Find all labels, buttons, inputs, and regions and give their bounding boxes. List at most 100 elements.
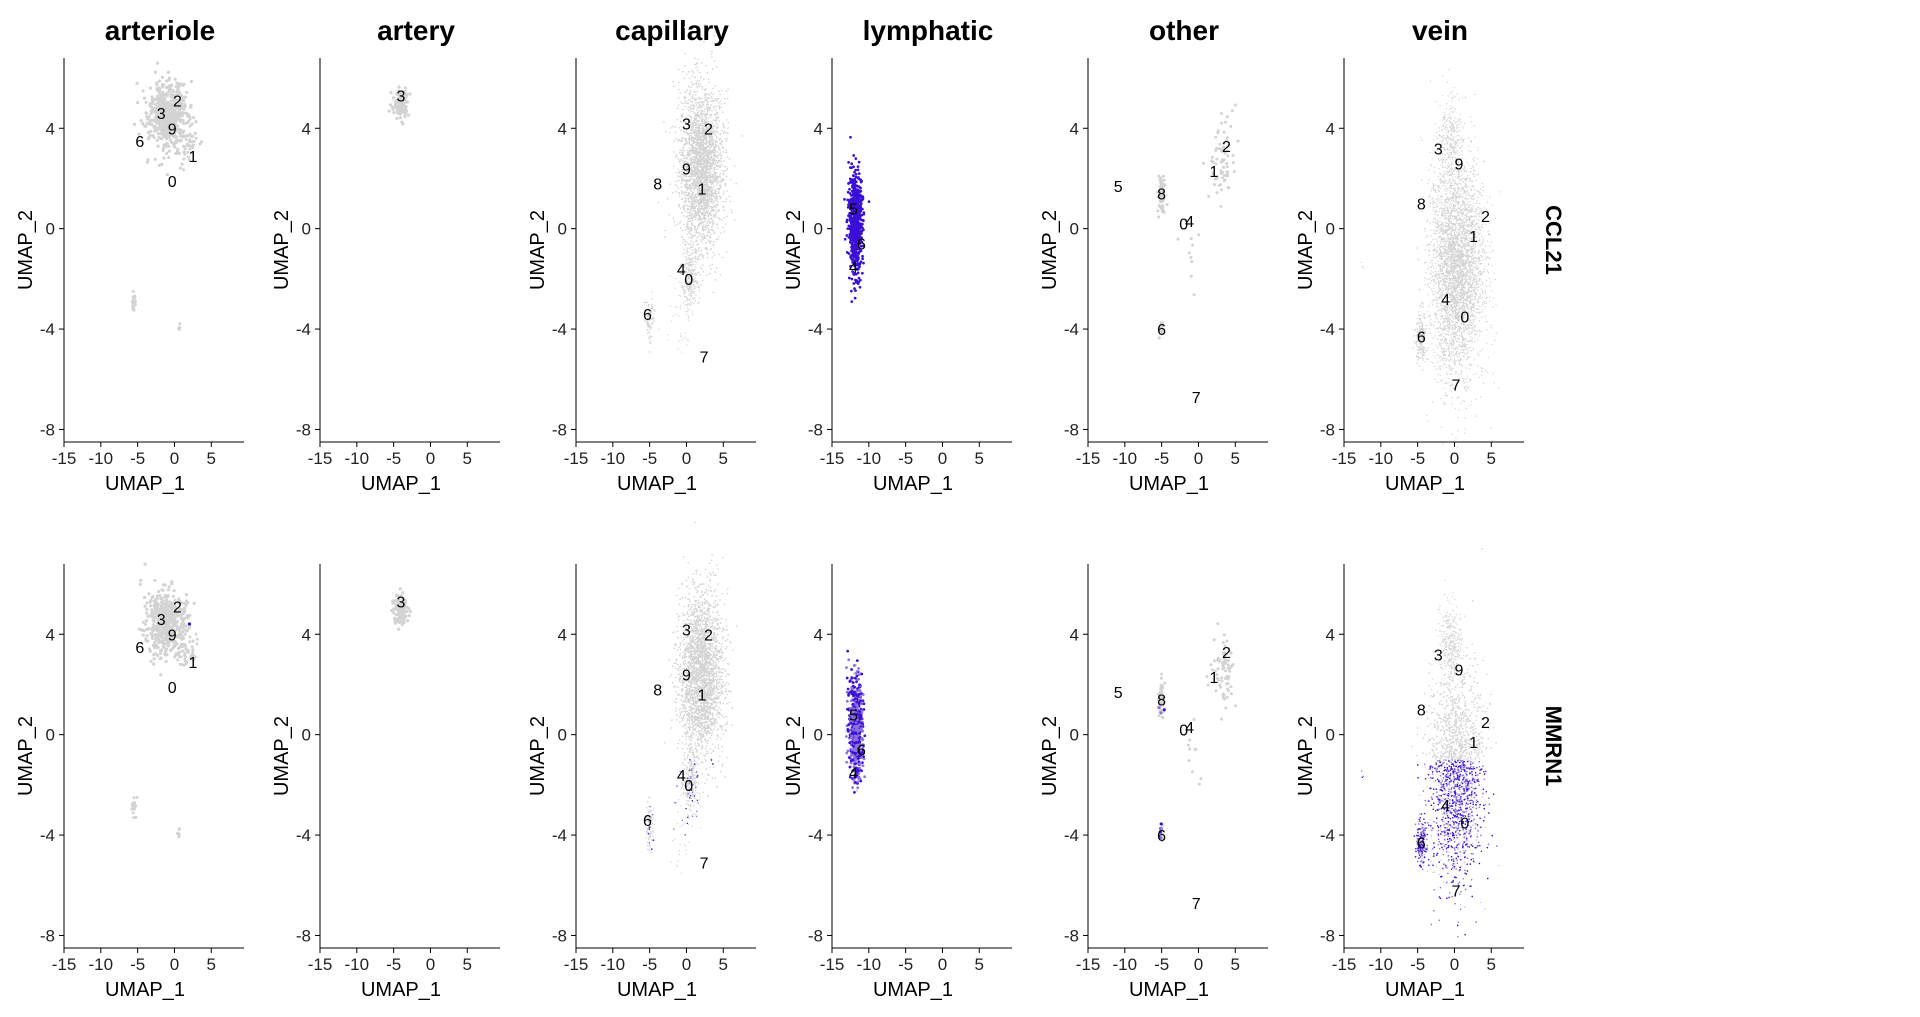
- cell-point: [698, 83, 700, 85]
- cell-point: [715, 238, 718, 241]
- cell-point: [704, 149, 707, 151]
- cell-point: [692, 215, 695, 217]
- cell-point: [680, 101, 682, 103]
- cell-point: [708, 229, 710, 232]
- cell-point: [1470, 336, 1472, 338]
- cell-point-expressed: [852, 192, 856, 196]
- cell-point: [697, 157, 699, 159]
- cell-point: [688, 137, 690, 139]
- cell-point: [727, 121, 730, 124]
- cell-point: [392, 111, 396, 115]
- cell-point: [685, 184, 687, 186]
- cell-point-expressed: [855, 227, 859, 230]
- cell-point-expressed: [852, 282, 856, 285]
- cell-point: [693, 279, 695, 281]
- cell-point: [692, 126, 694, 128]
- cell-point: [685, 303, 687, 306]
- cell-point: [1231, 154, 1235, 157]
- cell-point: [685, 296, 687, 298]
- cell-point: [725, 151, 727, 154]
- cluster-label-8: 8: [653, 177, 662, 194]
- cell-point: [678, 89, 680, 91]
- cell-point: [715, 267, 718, 269]
- cell-point: [718, 101, 720, 104]
- cell-point: [715, 159, 718, 162]
- cell-point: [669, 183, 671, 185]
- cell-point: [723, 97, 726, 100]
- cell-point: [677, 348, 679, 350]
- cell-point: [145, 160, 149, 164]
- cell-point: [686, 263, 688, 265]
- cell-point: [707, 220, 709, 222]
- cell-point-expressed: [860, 213, 864, 217]
- cell-point-expressed: [857, 217, 861, 220]
- cell-point: [683, 252, 686, 254]
- cell-point: [152, 135, 156, 139]
- cell-point: [707, 110, 709, 113]
- cell-point: [694, 132, 696, 135]
- cell-point: [718, 90, 720, 93]
- cell-point: [708, 189, 710, 191]
- cell-point: [148, 120, 152, 124]
- cell-point: [695, 216, 697, 218]
- cell-point-expressed: [847, 252, 851, 255]
- cell-point: [710, 146, 713, 148]
- cell-point: [691, 187, 694, 189]
- cell-point: [677, 104, 680, 106]
- cell-point: [705, 118, 707, 120]
- cell-point: [679, 149, 681, 152]
- cell-point: [719, 93, 721, 96]
- cell-point: [711, 182, 714, 185]
- cell-point: [694, 182, 696, 184]
- cell-point: [701, 112, 703, 115]
- cell-point: [686, 89, 688, 91]
- cell-point: [713, 171, 716, 173]
- cell-point: [679, 207, 682, 209]
- cell-point: [1471, 337, 1474, 340]
- cell-point: [700, 151, 703, 154]
- cell-point: [697, 284, 699, 286]
- cell-point: [687, 266, 689, 269]
- cell-point: [722, 200, 724, 203]
- cell-point: [697, 302, 699, 305]
- cell-point: [680, 351, 683, 353]
- cell-point: [685, 267, 688, 269]
- cell-point: [672, 191, 674, 194]
- cell-point: [696, 244, 698, 246]
- cell-point: [174, 106, 179, 110]
- cell-point: [715, 211, 718, 213]
- cell-point-expressed: [848, 192, 852, 195]
- cell-point: [173, 145, 177, 149]
- cell-point: [1165, 203, 1169, 207]
- cell-point: [673, 220, 676, 222]
- cell-point: [710, 156, 712, 158]
- cell-point: [150, 105, 154, 109]
- x-tick-label: -5: [898, 449, 913, 468]
- cell-point: [713, 105, 716, 107]
- cell-point: [688, 247, 691, 249]
- cell-point: [714, 214, 717, 217]
- cell-point: [709, 205, 712, 208]
- cell-point: [682, 215, 685, 217]
- cell-point: [722, 124, 725, 127]
- cluster-label-8: 8: [1157, 187, 1166, 204]
- cell-point: [713, 152, 716, 154]
- cell-point: [690, 81, 693, 84]
- cell-point: [695, 183, 697, 186]
- cell-point: [709, 211, 711, 214]
- cell-point: [712, 154, 715, 156]
- cell-point: [720, 157, 723, 160]
- cell-point: [719, 106, 721, 108]
- cell-point: [689, 264, 692, 266]
- cell-point: [707, 213, 710, 215]
- cell-point: [145, 115, 149, 119]
- cell-point: [708, 158, 711, 161]
- cell-point: [693, 175, 695, 177]
- cell-point: [693, 280, 696, 283]
- cell-point: [1447, 218, 1449, 220]
- column-title-lymphatic: lymphatic: [863, 15, 994, 46]
- cell-point: [695, 261, 697, 263]
- cell-point: [703, 155, 706, 157]
- cell-point-expressed: [848, 177, 852, 181]
- cell-point: [1489, 284, 1491, 287]
